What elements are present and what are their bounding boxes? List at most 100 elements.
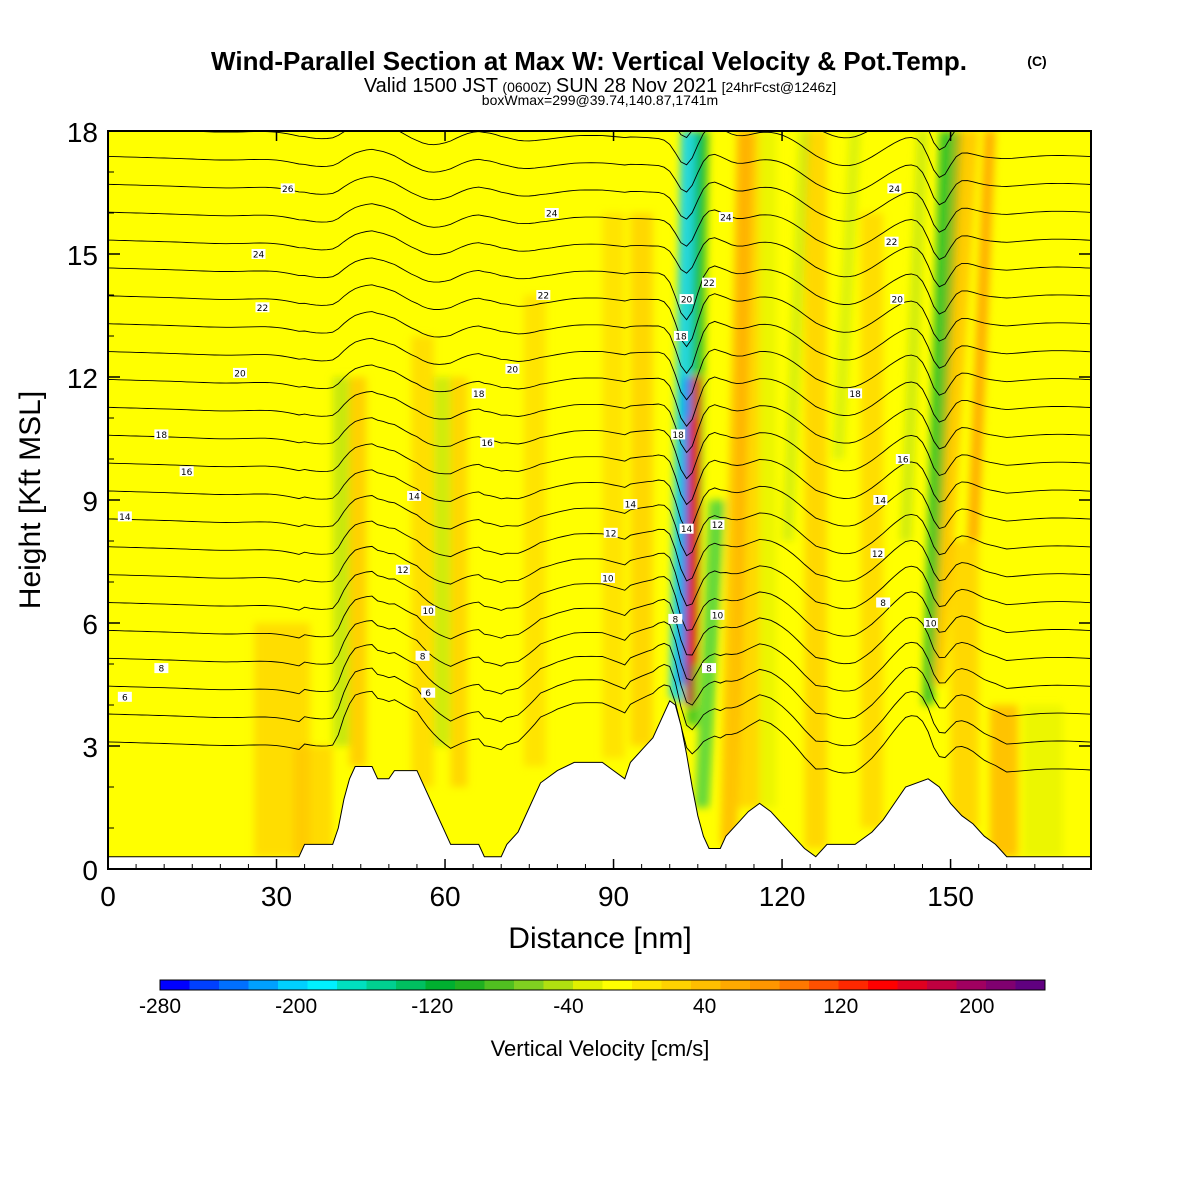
theta-contour-label: 20 [233, 367, 248, 379]
theta-contour-label: 22 [884, 236, 899, 248]
theta-contour-line [108, 417, 1091, 480]
colorbar-swatch [307, 980, 338, 990]
theta-contour-label-text: 20 [234, 369, 246, 379]
theta-contour-label-text: 18 [473, 390, 485, 400]
theta-contour-label-text: 8 [158, 665, 164, 675]
y-axis: 0 3 6 9 12 15 18 [67, 117, 1091, 886]
theta-contour-label: 20 [679, 294, 694, 306]
theta-contour-label-text: 20 [891, 296, 903, 306]
theta-contour-line [108, 176, 1091, 233]
theta-contour-label: 16 [895, 454, 910, 466]
theta-contour-label: 22 [702, 277, 717, 289]
colorbar-tick-label: 40 [693, 995, 716, 1018]
theta-contour-label-text: 20 [507, 365, 519, 375]
theta-contour-label-text: 18 [672, 431, 684, 441]
x-tick-label: 90 [598, 881, 629, 912]
theta-contour-label: 18 [848, 388, 863, 400]
theta-contour-label-text: 22 [886, 238, 897, 248]
colorbar-swatch [661, 980, 692, 990]
theta-contour-line [108, 0, 1091, 40]
copyright-mark: (C) [1027, 53, 1046, 69]
theta-contour-label: 10 [923, 618, 938, 630]
y-tick-label: 0 [82, 855, 98, 886]
vertical-velocity-field [254, 131, 1063, 857]
theta-contour-label: 14 [873, 495, 888, 507]
y-axis-label: Height [Kft MSL] [14, 391, 47, 609]
chart-title: Wind-Parallel Section at Max W: Vertical… [211, 46, 967, 76]
y-tick-label: 9 [82, 486, 98, 517]
colorbar-swatch [455, 980, 485, 990]
theta-contour-label-text: 12 [872, 550, 883, 560]
theta-contour-line [108, 595, 1091, 665]
theta-contour-label-text: 20 [681, 296, 693, 306]
x-tick-label: 150 [927, 881, 974, 912]
theta-contour-label-text: 10 [422, 607, 434, 617]
colorbar-swatch [720, 980, 751, 990]
colorbar-swatch [514, 980, 544, 990]
theta-contour-label: 8 [876, 597, 891, 609]
theta-contour-line [108, 684, 1091, 774]
theta-contour-label: 14 [679, 523, 694, 535]
theta-contour-label-text: 22 [703, 279, 714, 289]
y-tick-label: 3 [82, 732, 98, 763]
colorbar-swatch [543, 980, 574, 990]
colorbar-swatch [425, 980, 456, 990]
theta-contour-label: 10 [600, 572, 615, 584]
theta-contours [108, 0, 1091, 774]
theta-contour-label-text: 16 [481, 439, 493, 449]
theta-contour-label: 14 [623, 499, 638, 511]
theta-contour-label-text: 8 [672, 615, 678, 625]
theta-contour-line [108, 230, 1091, 288]
theta-contour-label-text: 16 [181, 468, 193, 478]
theta-contour-labels: 26 24 22 20 18 16 14 8 6 24 22 20 18 16 14 12 10 8 6 14 12 10… [117, 183, 938, 703]
theta-contour-line [108, 337, 1091, 401]
theta-contour-label-text: 8 [880, 599, 886, 609]
chart-subtitle: Valid 1500 JST (0600Z) SUN 28 Nov 2021 [… [364, 75, 836, 97]
theta-contour-line [108, 148, 1091, 206]
x-tick-label: 60 [429, 881, 460, 912]
colorbar-frame [159, 979, 1046, 991]
theta-contour-line [108, 664, 1091, 747]
theta-contour-line [108, 469, 1091, 531]
theta-contour-label-text: 24 [253, 251, 265, 261]
theta-contour-label-text: 26 [282, 185, 294, 195]
theta-contour-label-text: 24 [546, 210, 558, 220]
colorbar-swatch [219, 980, 249, 990]
theta-contour-label: 14 [117, 511, 132, 523]
theta-contour-label: 22 [536, 290, 551, 302]
theta-contour-label: 26 [280, 183, 295, 195]
theta-contour-label-text: 10 [712, 611, 724, 621]
colorbar-swatch [1015, 980, 1046, 990]
valid-utc-label: (0600Z) [502, 79, 551, 95]
theta-contour-label: 18 [471, 388, 486, 400]
theta-contour-label: 24 [544, 208, 559, 220]
colorbar-swatch [396, 980, 426, 990]
theta-contour-line [108, 545, 1091, 610]
theta-contour-label: 12 [710, 519, 725, 531]
theta-contour-label-text: 14 [119, 513, 131, 523]
theta-contour-line [108, 520, 1091, 582]
theta-contour-label: 8 [668, 613, 683, 625]
theta-contour-line [108, 620, 1091, 692]
colorbar-swatch [897, 980, 928, 990]
theta-contour-line [108, 495, 1091, 557]
theta-contour-label: 8 [154, 663, 169, 675]
theta-contour-label-text: 6 [425, 689, 431, 699]
theta-contour-line [108, 570, 1091, 637]
theta-contour-label: 12 [395, 564, 410, 576]
terrain [108, 700, 1091, 869]
colorbar-swatch [691, 980, 721, 990]
colorbar-swatch [160, 980, 190, 990]
colorbar-swatch [484, 980, 515, 990]
theta-contour-label: 24 [718, 212, 733, 224]
theta-contour-label: 14 [407, 490, 422, 502]
theta-contour-label: 10 [421, 605, 436, 617]
colorbar-swatch [248, 980, 279, 990]
theta-contour-label: 8 [415, 650, 430, 662]
colorbar-swatch [602, 980, 633, 990]
theta-contour-label: 22 [255, 302, 270, 314]
theta-contour-label-text: 14 [408, 492, 420, 502]
theta-contour-label-text: 14 [875, 497, 887, 507]
theta-contour-label-text: 14 [681, 525, 693, 535]
theta-contour-line [108, 390, 1091, 454]
